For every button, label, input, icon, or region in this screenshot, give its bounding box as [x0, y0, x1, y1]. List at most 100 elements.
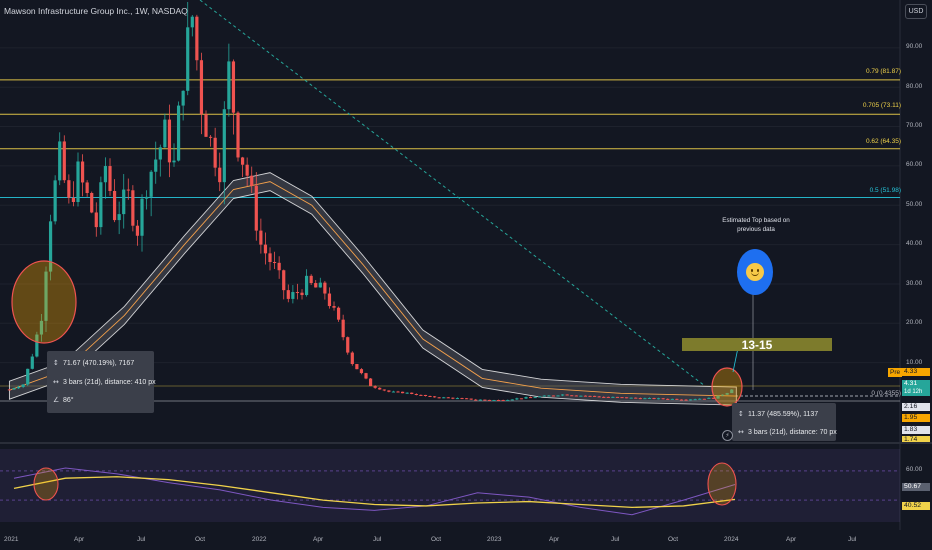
candle-body: [222, 109, 226, 183]
candle-body: [588, 395, 592, 397]
candle-body: [547, 395, 551, 397]
candle-body: [181, 90, 185, 106]
measure-box-left[interactable]: ↕ 71.67 (470.19%), 7167 ↔ 3 bars (21d), di…: [47, 351, 156, 413]
candle-body: [570, 395, 574, 397]
measure-box-right[interactable]: ↕ 11.37 (485.59%), 1137 ↔ 3 bars (21d), di…: [732, 403, 837, 441]
candle-body: [592, 395, 597, 397]
candle-body: [579, 395, 583, 397]
price-tick: 90.00: [906, 43, 923, 50]
candle-body: [638, 398, 642, 400]
candle-body: [396, 391, 400, 393]
premarket-label: Pre: [888, 368, 903, 377]
candle-body: [661, 398, 665, 400]
candle-body: [474, 399, 478, 401]
candle-body: [533, 397, 537, 399]
candle-body: [359, 369, 364, 374]
candle-body: [387, 390, 391, 392]
measure-left-range: 71.67 (470.19%), 7167: [63, 360, 135, 367]
candle-body: [135, 225, 140, 236]
candle-body: [58, 141, 62, 181]
candle-body: [684, 399, 688, 401]
candle-body: [410, 392, 414, 395]
candle-body: [364, 373, 368, 379]
candle-body: [208, 136, 213, 138]
candle-body: [231, 61, 236, 113]
candle-body: [291, 292, 295, 299]
candle-body: [460, 398, 464, 400]
price-tick: 20.00: [906, 319, 923, 326]
candle-body: [53, 180, 57, 222]
time-tick: Jul: [848, 536, 857, 543]
candle-body: [487, 399, 492, 401]
candle-body: [240, 157, 245, 165]
rsi-line: [13, 467, 736, 516]
bar-countdown-tag: 1d 12h: [902, 388, 930, 396]
alert-icon[interactable]: ⚡: [722, 430, 733, 441]
candle-body: [428, 395, 432, 397]
candle-body: [538, 396, 542, 398]
candle-body: [679, 399, 684, 401]
candle-body: [451, 397, 455, 399]
candle-body: [318, 282, 322, 288]
candle-body: [597, 396, 601, 398]
range-icon: ↕: [738, 410, 744, 418]
candle-body: [67, 180, 71, 198]
time-tick: 2023: [487, 536, 502, 543]
candle-body: [332, 306, 336, 308]
candle-body: [85, 182, 89, 194]
candle-body: [213, 137, 217, 168]
candle-body: [478, 399, 482, 401]
candle-body: [186, 27, 190, 91]
estimated-top-callout: Estimated Top based on previous data: [722, 217, 790, 233]
candle-body: [300, 292, 304, 296]
fib-label-0.705: 0.705 (73.11): [862, 102, 901, 109]
price-tag: 1.95: [902, 414, 930, 422]
bars-icon: ↔: [738, 428, 744, 436]
candle-body: [21, 384, 25, 387]
candle-body: [99, 182, 103, 228]
candle-body: [373, 386, 377, 388]
time-tick: 2022: [252, 536, 267, 543]
candle-body: [30, 356, 34, 369]
price-tick: 10.00: [906, 359, 923, 366]
candle-body: [652, 397, 656, 399]
time-tick: Jul: [137, 536, 146, 543]
candle-body: [405, 392, 409, 394]
time-tick: Oct: [431, 536, 442, 543]
candle-body: [693, 399, 697, 401]
candle-body: [314, 283, 318, 288]
candle-body: [304, 275, 309, 296]
candle-body: [158, 147, 162, 160]
candle-body: [7, 389, 12, 391]
highlight-circle: [711, 367, 743, 407]
candle-body: [144, 196, 149, 199]
candle-body: [26, 368, 30, 385]
candle-body: [670, 398, 674, 400]
candle-body: [647, 397, 652, 399]
candle-body: [199, 60, 204, 115]
candle-body: [419, 394, 423, 396]
measure-left-bars: 3 bars (21d), distance: 410 px: [63, 379, 156, 386]
candle-body: [583, 395, 588, 397]
candle-body: [218, 167, 222, 183]
candle-body: [190, 16, 194, 28]
candle-body: [122, 189, 126, 215]
candle-body: [227, 61, 231, 110]
candle-body: [560, 394, 565, 396]
candle-body: [528, 397, 533, 399]
time-tick: Apr: [549, 536, 560, 543]
candle-body: [16, 386, 21, 389]
candle-body: [437, 397, 441, 399]
candle-body: [272, 262, 277, 264]
candle-body: [140, 198, 144, 236]
last-price-tag: 4.31: [902, 380, 930, 388]
currency-button[interactable]: USD: [905, 4, 927, 19]
candle-body: [620, 397, 624, 399]
candle-body: [707, 397, 711, 399]
candle-body: [492, 400, 496, 402]
candle-body: [176, 105, 181, 161]
candle-body: [643, 398, 647, 400]
candle-body: [295, 292, 300, 294]
time-tick: Apr: [786, 536, 797, 543]
